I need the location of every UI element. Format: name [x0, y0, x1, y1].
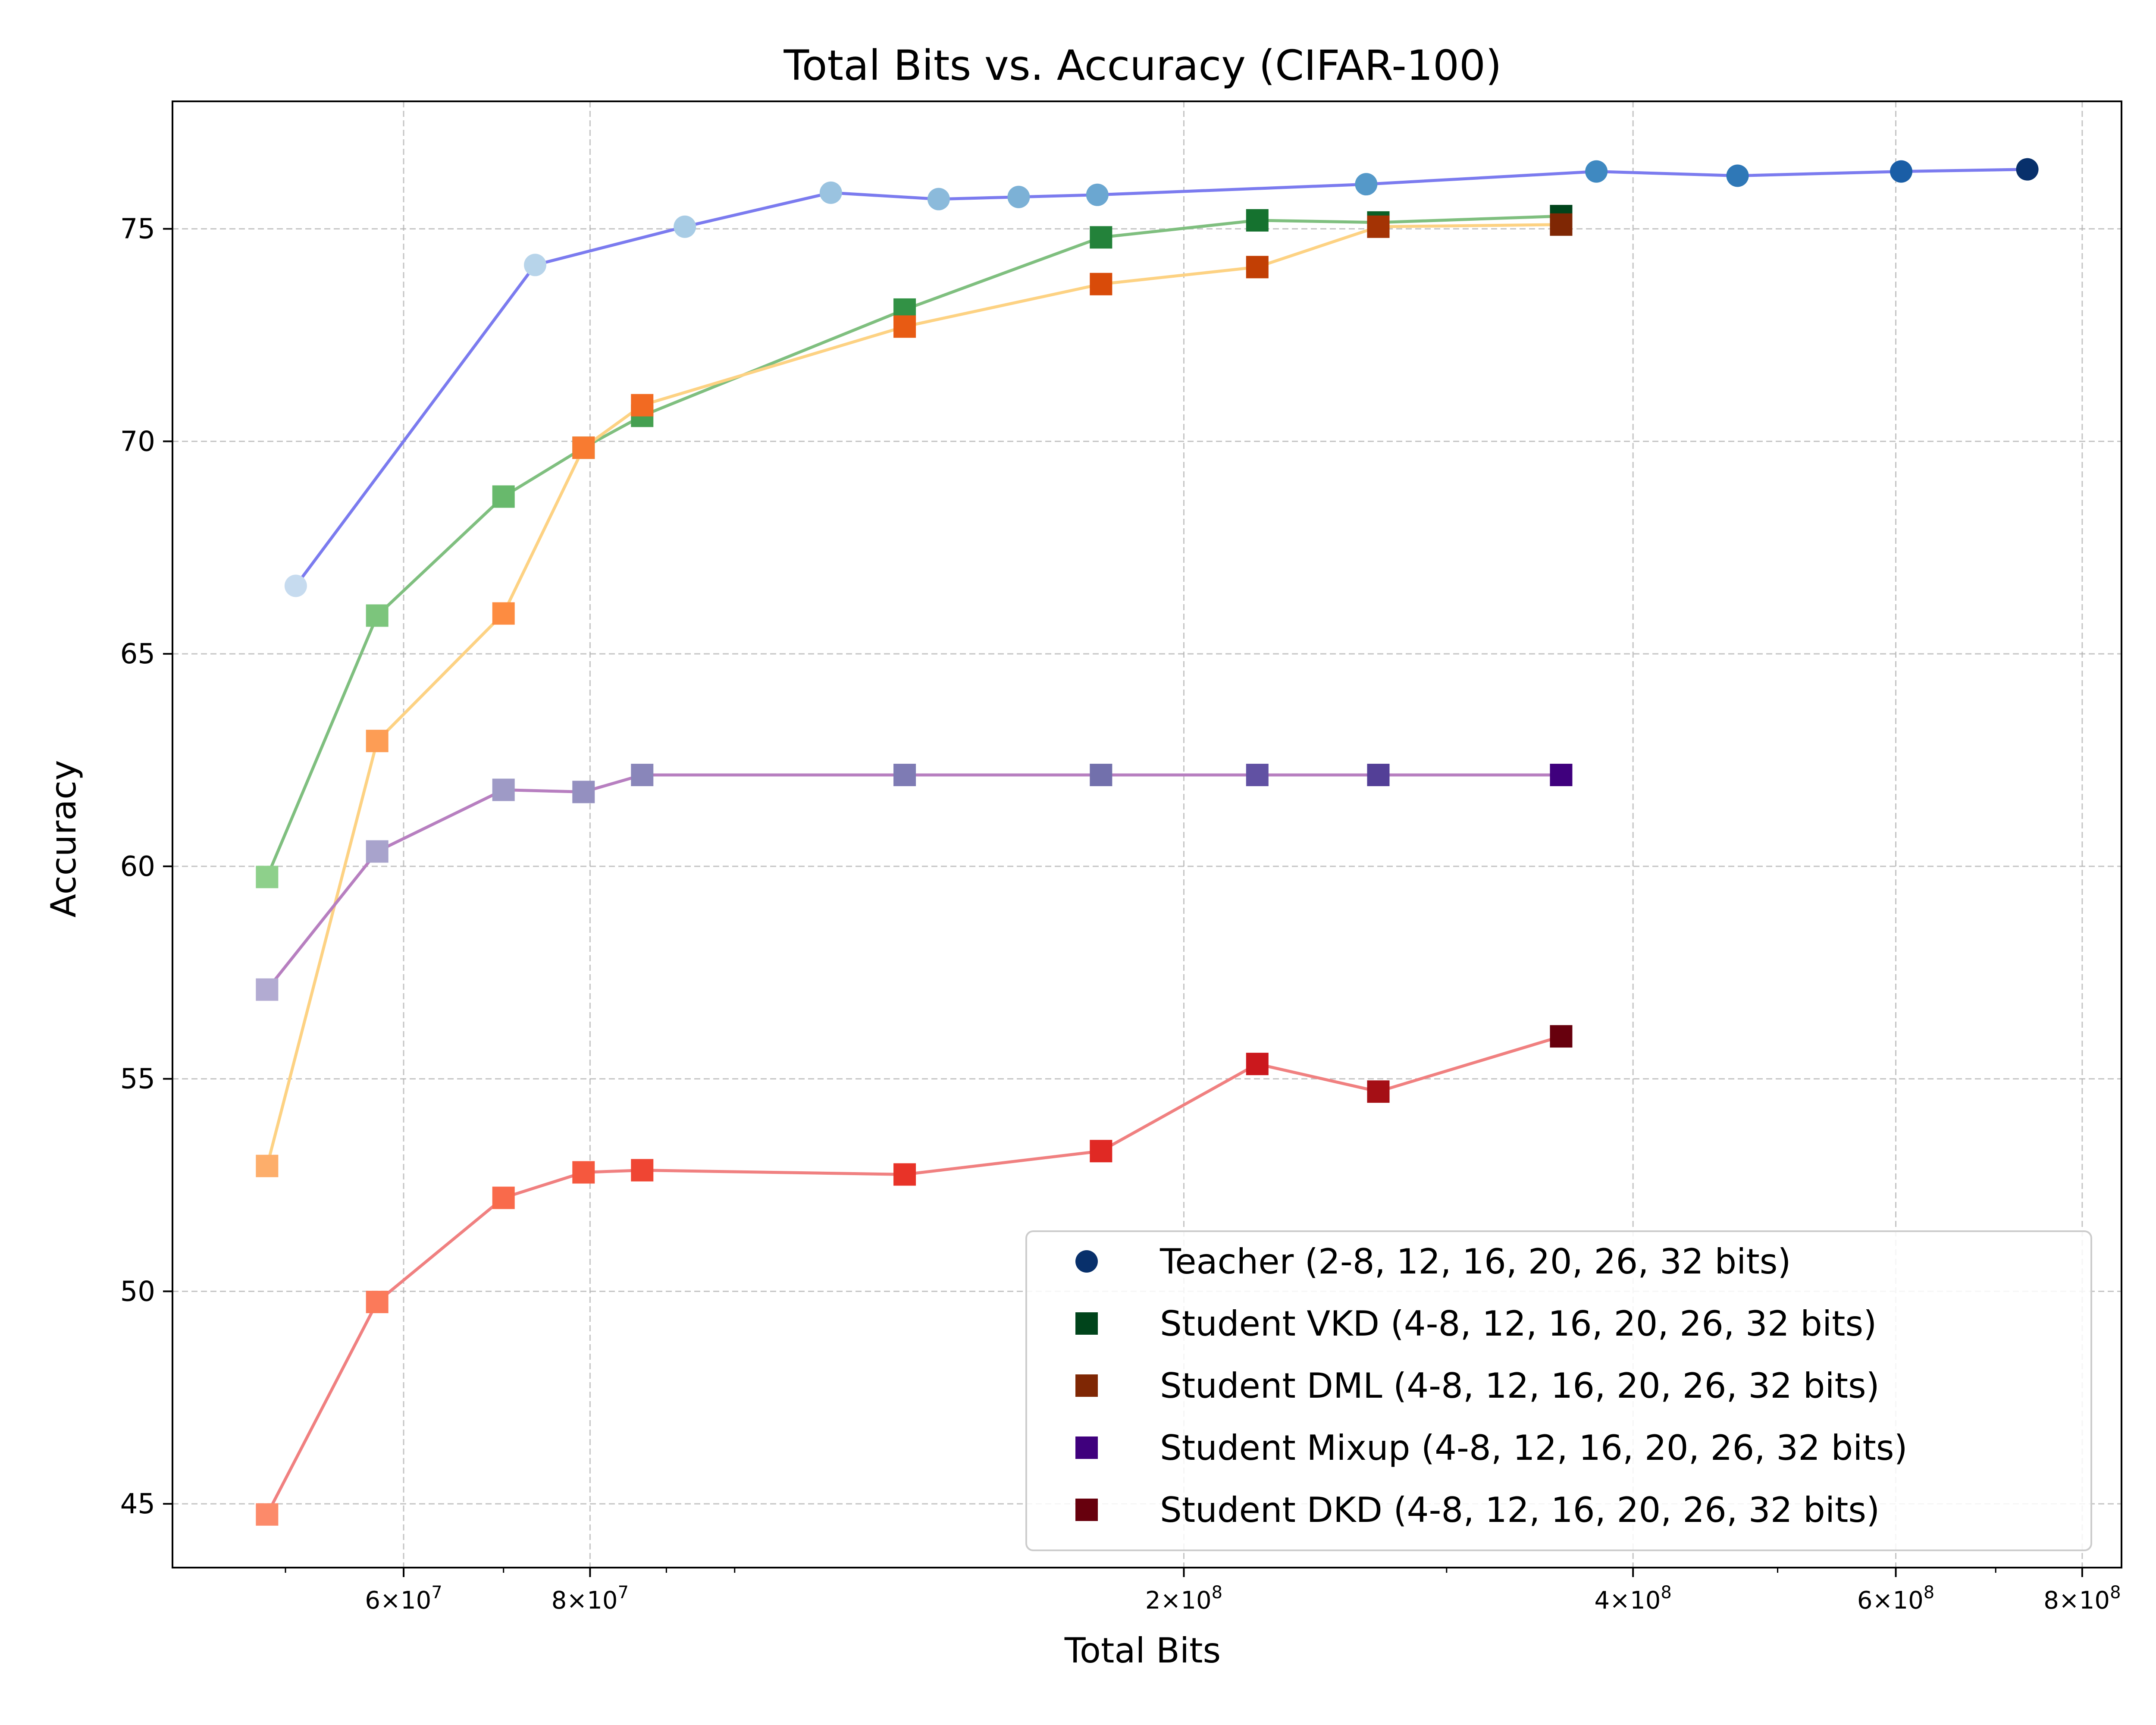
data-point [492, 778, 515, 801]
x-tick-label: 8×107 [552, 1583, 629, 1615]
data-point [1007, 185, 1030, 208]
legend-marker [1075, 1312, 1098, 1335]
data-point [256, 978, 279, 1001]
series-2 [256, 213, 1573, 1177]
data-point [492, 485, 515, 508]
data-point [284, 574, 307, 597]
data-point [1367, 764, 1390, 787]
x-tick-label: 6×107 [365, 1583, 442, 1615]
data-point [1246, 256, 1269, 279]
y-tick-label: 70 [120, 426, 155, 458]
legend-label: Student VKD (4-8, 12, 16, 20, 26, 32 bit… [1160, 1304, 1877, 1344]
data-point [893, 1163, 916, 1186]
legend-marker [1075, 1436, 1098, 1459]
data-point [256, 1503, 279, 1526]
data-point [524, 254, 547, 276]
data-point [893, 764, 916, 787]
x-tick-label: 8×108 [2043, 1583, 2121, 1615]
data-point [572, 1161, 595, 1184]
data-point [492, 602, 515, 625]
y-tick-label: 55 [120, 1063, 155, 1095]
data-point [819, 181, 842, 204]
data-point [1890, 160, 1913, 183]
series-line [295, 168, 2028, 587]
data-point [1090, 226, 1112, 249]
y-axis-label: Accuracy [44, 760, 84, 917]
data-point [1367, 215, 1390, 238]
x-tick-label: 6×108 [1857, 1583, 1934, 1615]
data-point [366, 840, 389, 863]
y-tick-label: 50 [120, 1276, 155, 1308]
legend-label: Student DML (4-8, 12, 16, 20, 26, 32 bit… [1160, 1366, 1880, 1406]
data-point [1585, 160, 1608, 183]
x-axis-ticks: 6×107 8×107 2×108 4×108 6×108 8×108 [285, 1568, 2121, 1615]
data-point [1090, 764, 1112, 787]
series-line [266, 223, 1561, 1167]
data-point [674, 215, 696, 238]
data-point [631, 394, 654, 417]
y-tick-label: 75 [120, 213, 155, 245]
data-point [927, 188, 950, 210]
data-point [366, 604, 389, 627]
series-4 [256, 1025, 1573, 1526]
legend-marker [1075, 1250, 1098, 1273]
legend-label: Student DKD (4-8, 12, 16, 20, 26, 32 bit… [1160, 1490, 1880, 1530]
data-point [1550, 764, 1573, 787]
data-point [893, 315, 916, 338]
y-axis-ticks: 45 50 55 60 65 70 75 [120, 213, 172, 1520]
data-point [1246, 209, 1269, 232]
data-point [256, 1154, 279, 1177]
data-point [1086, 183, 1109, 206]
data-point [1355, 173, 1378, 196]
legend: Teacher (2-8, 12, 16, 20, 26, 32 bits) St… [1025, 1230, 2092, 1551]
data-point [1550, 1025, 1573, 1048]
series-line [266, 1035, 1562, 1515]
chart-title: Total Bits vs. Accuracy (CIFAR-100) [783, 41, 1501, 90]
legend-label: Teacher (2-8, 12, 16, 20, 26, 32 bits) [1159, 1242, 1791, 1282]
x-tick-label: 2×108 [1145, 1583, 1222, 1615]
series-0 [284, 158, 2039, 597]
legend-box [1025, 1230, 2092, 1551]
data-point [631, 764, 654, 787]
data-point [1090, 1140, 1112, 1163]
plot-series [256, 158, 2039, 1526]
data-point [492, 1186, 515, 1209]
legend-label: Student Mixup (4-8, 12, 16, 20, 26, 32 b… [1160, 1428, 1908, 1468]
data-point [1246, 764, 1269, 787]
data-point [366, 730, 389, 753]
y-tick-label: 65 [120, 638, 155, 670]
data-point [366, 1291, 389, 1314]
data-point [1550, 213, 1573, 236]
plot-area-frame [172, 100, 2122, 1568]
data-point [572, 781, 595, 803]
y-tick-label: 60 [120, 851, 155, 883]
data-point [256, 866, 279, 888]
legend-marker [1075, 1499, 1098, 1521]
y-tick-label: 45 [120, 1488, 155, 1520]
series-3 [256, 764, 1573, 1001]
x-axis-label: Total Bits [1064, 1631, 1221, 1671]
data-point [631, 1159, 654, 1182]
series-line [266, 214, 1561, 878]
data-point [1090, 273, 1112, 295]
data-point [2016, 158, 2039, 181]
data-point [1367, 1080, 1390, 1103]
legend-marker [1075, 1374, 1098, 1397]
series-line [266, 773, 1561, 991]
x-tick-label: 4×108 [1595, 1583, 1672, 1615]
data-point [572, 436, 595, 459]
data-point [1726, 164, 1749, 187]
data-point [1246, 1053, 1269, 1076]
